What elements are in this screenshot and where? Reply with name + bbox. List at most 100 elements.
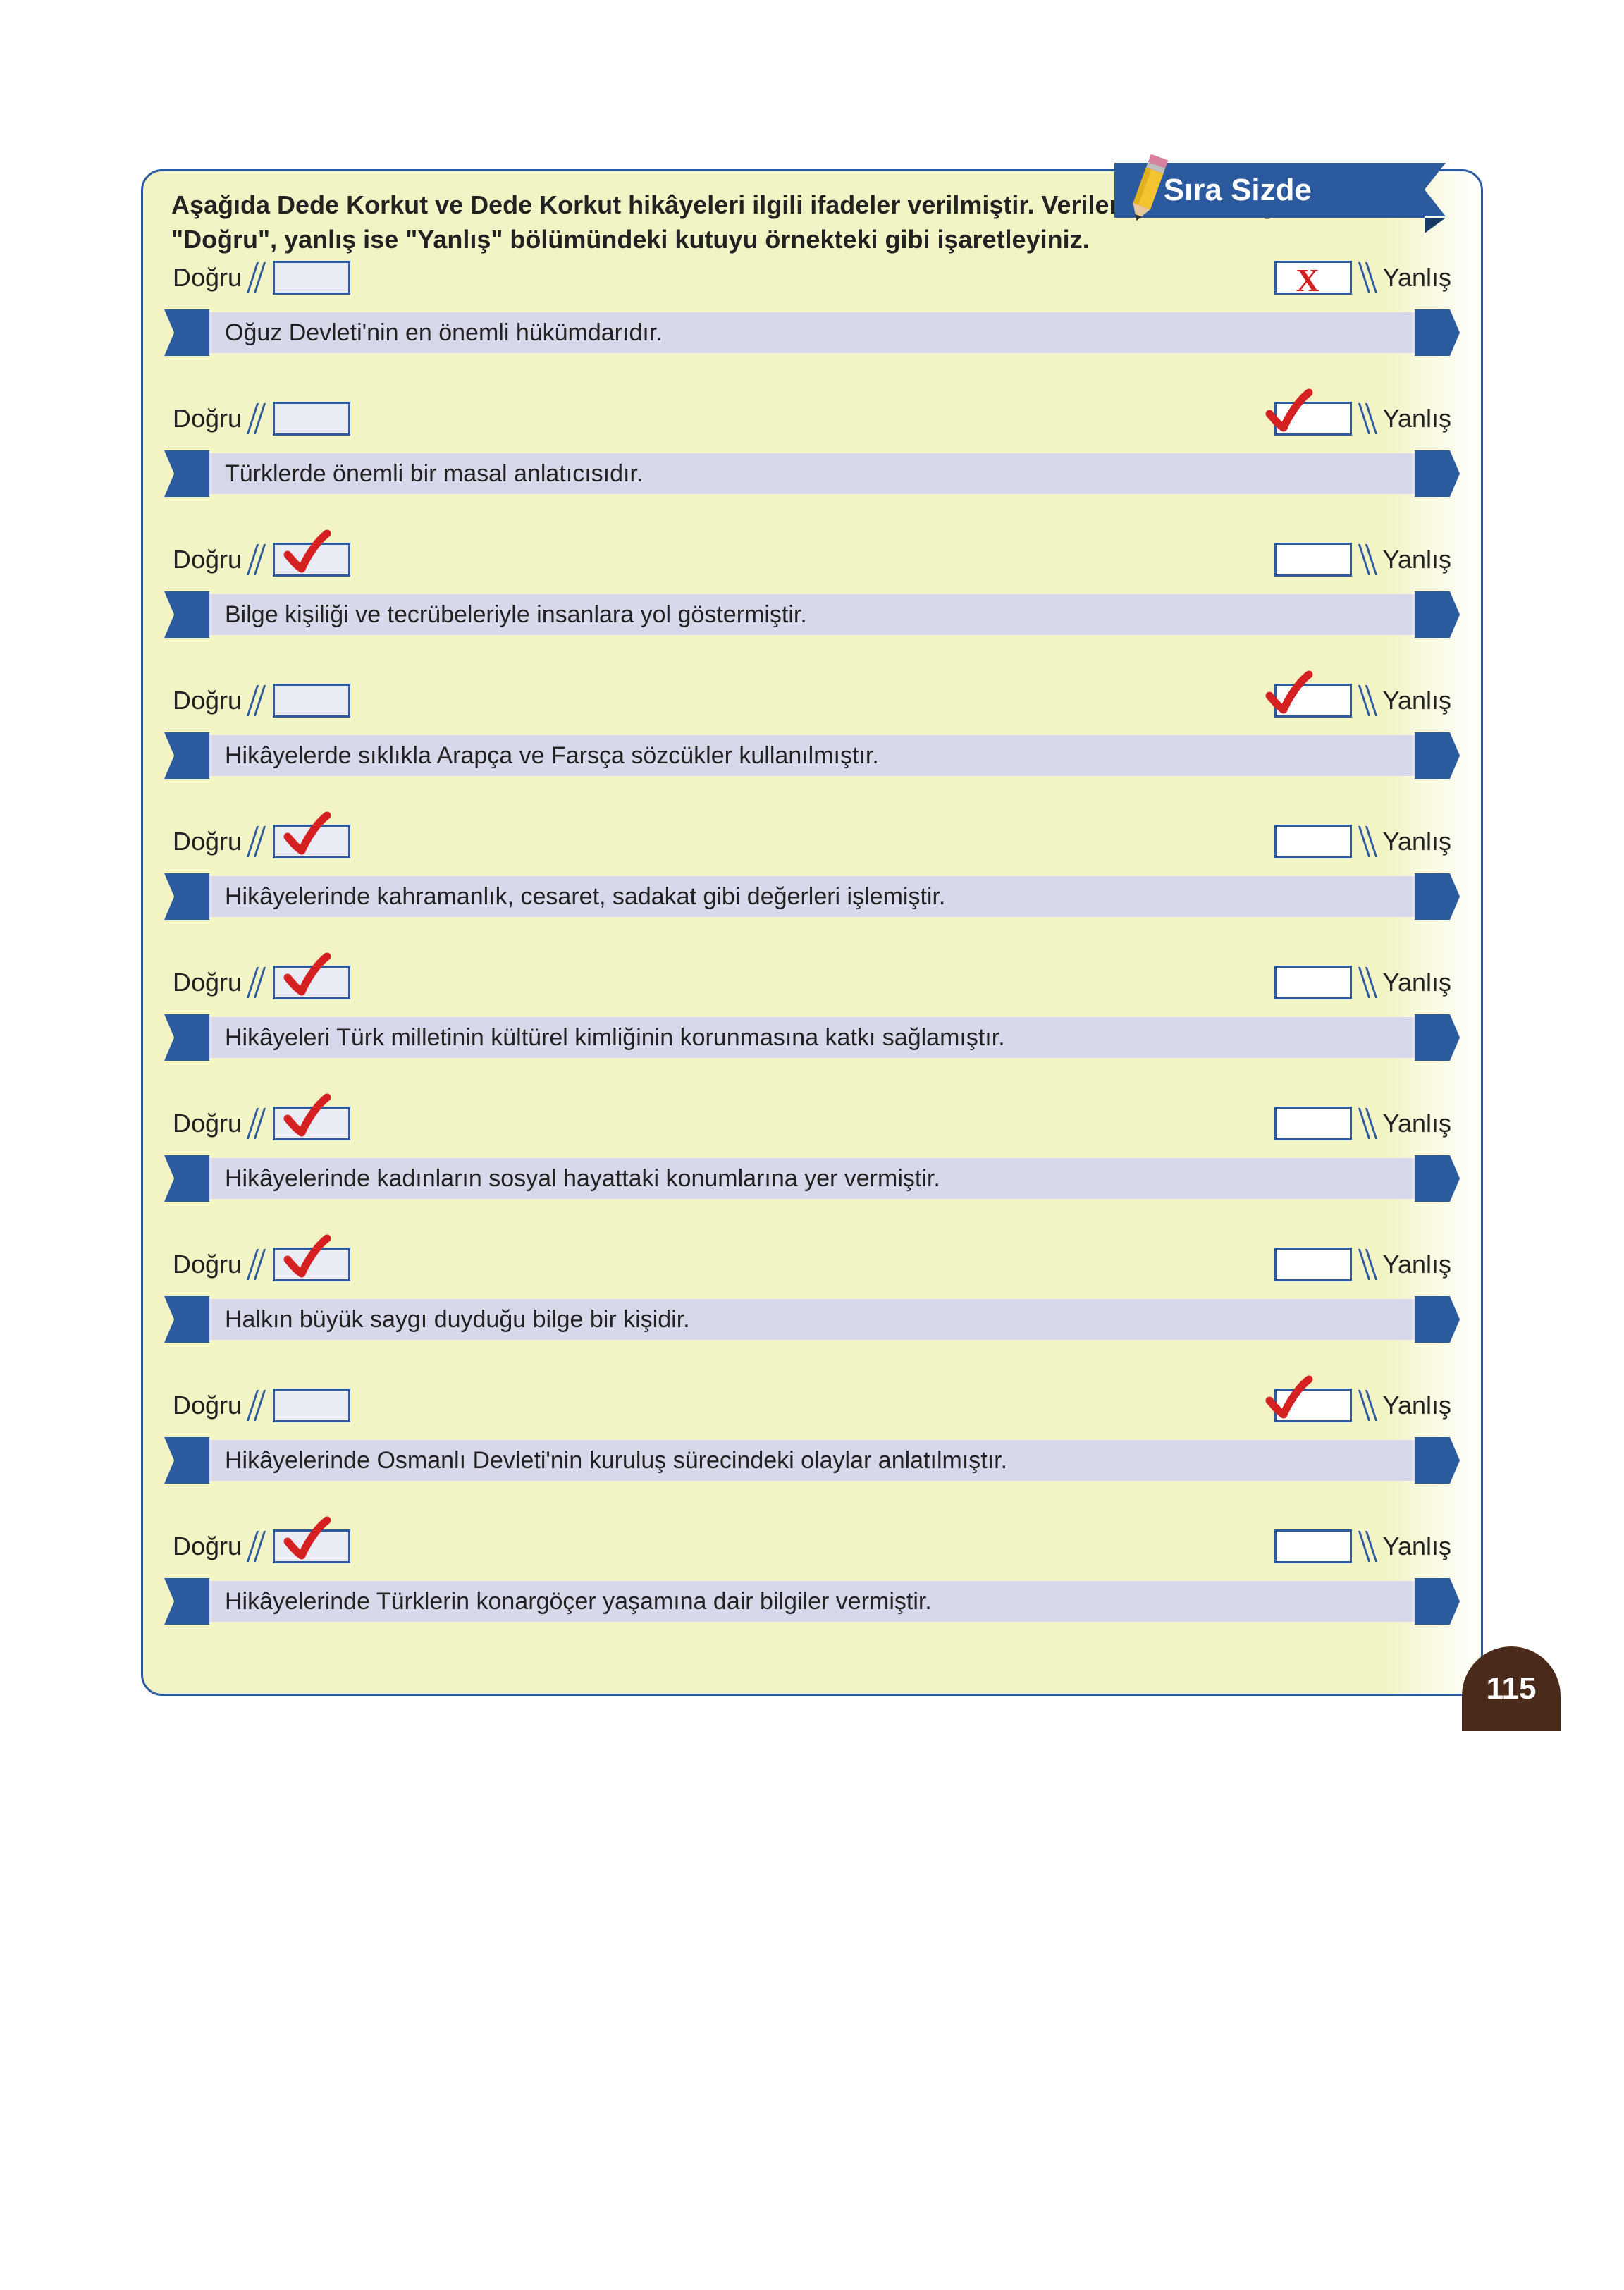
- question-item: Doğru Yanlış Hikâyelerinde Osmanlı Devle…: [164, 1384, 1460, 1484]
- false-checkbox[interactable]: [1274, 825, 1352, 858]
- false-checkbox[interactable]: [1274, 966, 1352, 999]
- arrow-right-icon: [1415, 309, 1460, 356]
- statement-text: Bilge kişiliği ve tecrübeleriyle insanla…: [208, 594, 1416, 635]
- divider-icon: [1359, 1107, 1376, 1140]
- divider-icon: [249, 402, 266, 436]
- statement-bar: Hikâyelerinde kadınların sosyal hayattak…: [164, 1155, 1460, 1202]
- divider-icon: [249, 1389, 266, 1422]
- check-mark-icon: [1264, 669, 1315, 726]
- false-option[interactable]: Yanlış: [1274, 684, 1451, 718]
- divider-icon: [1359, 684, 1376, 718]
- statement-bar: Hikâyeleri Türk milletinin kültürel kiml…: [164, 1014, 1460, 1061]
- false-checkbox[interactable]: [1274, 1389, 1352, 1422]
- false-option[interactable]: Yanlış: [1274, 543, 1451, 577]
- false-label: Yanlış: [1383, 1391, 1451, 1420]
- true-checkbox[interactable]: [273, 825, 350, 858]
- check-mark-icon: [282, 528, 333, 585]
- divider-icon: [249, 543, 266, 577]
- false-checkbox[interactable]: [1274, 402, 1352, 436]
- true-option[interactable]: Doğru: [173, 1248, 350, 1281]
- arrow-left-icon: [164, 450, 209, 497]
- false-checkbox[interactable]: X: [1274, 261, 1352, 295]
- divider-icon: [1359, 543, 1376, 577]
- question-item: Doğru Yanlış Hikâyelerde sıklıkla Arapça…: [164, 679, 1460, 779]
- false-option[interactable]: Yanlış: [1274, 1248, 1451, 1281]
- arrow-left-icon: [164, 1578, 209, 1625]
- statement-bar: Bilge kişiliği ve tecrübeleriyle insanla…: [164, 591, 1460, 638]
- false-label: Yanlış: [1383, 263, 1451, 293]
- answer-row: Doğru Yanlış: [164, 820, 1460, 863]
- true-checkbox[interactable]: [273, 402, 350, 436]
- true-label: Doğru: [173, 968, 242, 997]
- true-checkbox[interactable]: [273, 261, 350, 295]
- answer-row: Doğru Yanlış: [164, 1243, 1460, 1286]
- arrow-right-icon: [1415, 1155, 1460, 1202]
- true-option[interactable]: Doğru: [173, 261, 350, 295]
- statement-text: Hikâyelerinde kahramanlık, cesaret, sada…: [208, 876, 1416, 917]
- false-label: Yanlış: [1383, 686, 1451, 715]
- true-label: Doğru: [173, 1391, 242, 1420]
- question-item: Doğru Yanlış Hikâyelerinde kadınların so…: [164, 1102, 1460, 1202]
- false-checkbox[interactable]: [1274, 1107, 1352, 1140]
- true-option[interactable]: Doğru: [173, 402, 350, 436]
- arrow-left-icon: [164, 1155, 209, 1202]
- statement-text: Türklerde önemli bir masal anlatıcısıdır…: [208, 453, 1416, 494]
- divider-icon: [1359, 261, 1376, 295]
- check-mark-icon: [282, 1092, 333, 1149]
- divider-icon: [249, 825, 266, 858]
- answer-row: Doğru Yanlış: [164, 1102, 1460, 1145]
- divider-icon: [249, 966, 266, 999]
- question-item: Doğru Yanlış Halkın büyük saygı duyduğu …: [164, 1243, 1460, 1343]
- true-checkbox[interactable]: [273, 1107, 350, 1140]
- false-option[interactable]: X Yanlış: [1274, 261, 1451, 295]
- true-checkbox[interactable]: [273, 1529, 350, 1563]
- answer-row: Doğru Yanlış: [164, 679, 1460, 722]
- statement-bar: Hikâyelerinde kahramanlık, cesaret, sada…: [164, 873, 1460, 920]
- true-option[interactable]: Doğru: [173, 1389, 350, 1422]
- false-option[interactable]: Yanlış: [1274, 1107, 1451, 1140]
- false-option[interactable]: Yanlış: [1274, 966, 1451, 999]
- true-option[interactable]: Doğru: [173, 1107, 350, 1140]
- true-option[interactable]: Doğru: [173, 966, 350, 999]
- false-label: Yanlış: [1383, 827, 1451, 856]
- true-label: Doğru: [173, 1532, 242, 1561]
- false-option[interactable]: Yanlış: [1274, 1389, 1451, 1422]
- answer-row: Doğru Yanlış: [164, 1384, 1460, 1427]
- true-label: Doğru: [173, 1250, 242, 1279]
- divider-icon: [249, 1248, 266, 1281]
- statement-bar: Hikâyelerinde Osmanlı Devleti'nin kurulu…: [164, 1437, 1460, 1484]
- true-checkbox[interactable]: [273, 1389, 350, 1422]
- true-checkbox[interactable]: [273, 1248, 350, 1281]
- true-checkbox[interactable]: [273, 543, 350, 577]
- statement-bar: Türklerde önemli bir masal anlatıcısıdır…: [164, 450, 1460, 497]
- arrow-left-icon: [164, 1014, 209, 1061]
- true-label: Doğru: [173, 404, 242, 433]
- false-option[interactable]: Yanlış: [1274, 825, 1451, 858]
- false-label: Yanlış: [1383, 968, 1451, 997]
- true-option[interactable]: Doğru: [173, 1529, 350, 1563]
- answer-row: Doğru Yanlış: [164, 538, 1460, 581]
- arrow-right-icon: [1415, 1014, 1460, 1061]
- true-option[interactable]: Doğru: [173, 543, 350, 577]
- false-option[interactable]: Yanlış: [1274, 1529, 1451, 1563]
- true-option[interactable]: Doğru: [173, 825, 350, 858]
- false-checkbox[interactable]: [1274, 543, 1352, 577]
- x-mark-icon: X: [1296, 261, 1320, 299]
- false-checkbox[interactable]: [1274, 1248, 1352, 1281]
- check-mark-icon: [282, 1233, 333, 1290]
- false-label: Yanlış: [1383, 1109, 1451, 1138]
- arrow-right-icon: [1415, 873, 1460, 920]
- divider-icon: [249, 1529, 266, 1563]
- question-item: Doğru X Yanlış Oğuz Devleti'nin en öneml…: [164, 256, 1460, 356]
- true-checkbox[interactable]: [273, 966, 350, 999]
- false-checkbox[interactable]: [1274, 1529, 1352, 1563]
- true-option[interactable]: Doğru: [173, 684, 350, 718]
- statement-text: Hikâyeleri Türk milletinin kültürel kiml…: [208, 1017, 1416, 1058]
- false-label: Yanlış: [1383, 1250, 1451, 1279]
- false-option[interactable]: Yanlış: [1274, 402, 1451, 436]
- arrow-right-icon: [1415, 1578, 1460, 1625]
- title-ribbon: Sıra Sizde: [1136, 163, 1425, 218]
- false-checkbox[interactable]: [1274, 684, 1352, 718]
- arrow-left-icon: [164, 732, 209, 779]
- true-checkbox[interactable]: [273, 684, 350, 718]
